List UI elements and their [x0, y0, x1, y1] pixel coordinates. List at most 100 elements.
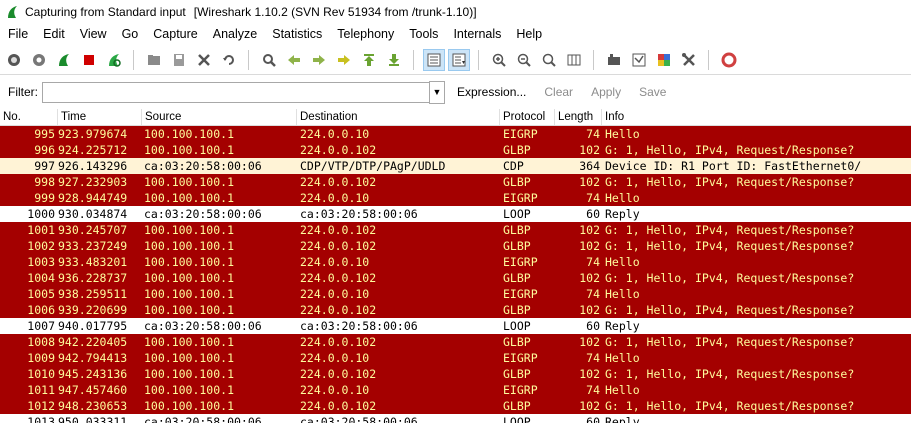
menu-statistics-label: Statistics	[272, 27, 323, 41]
packet-destination-cell: 224.0.0.102	[300, 175, 377, 189]
packet-length-cell: 74	[586, 351, 600, 365]
packet-row[interactable]: 997 926.143296 ca:03:20:58:00:06 CDP/VTP/DT…	[0, 158, 911, 174]
start-capture-icon[interactable]	[53, 49, 75, 71]
packet-row[interactable]: 1001 930.245707 100.100.100.1 224.0.0.102 GL…	[0, 222, 911, 238]
packet-protocol-cell: LOOP	[503, 415, 531, 423]
menu-help[interactable]: Help	[508, 23, 549, 45]
preferences-icon[interactable]	[678, 49, 700, 71]
colorize-list-icon[interactable]	[423, 49, 445, 71]
packet-length-cell: 102	[579, 143, 600, 157]
packet-info-cell: G: 1, Hello, IPv4, Request/Response?	[605, 271, 855, 285]
reload-icon[interactable]	[218, 49, 240, 71]
column-header-time[interactable]: Time	[58, 109, 142, 125]
display-filter-input[interactable]	[42, 81, 429, 103]
column-header-destination[interactable]: Destination	[297, 109, 500, 125]
filter-history-dropdown[interactable]: ▼	[429, 80, 445, 104]
menu-tools[interactable]: Tools	[401, 23, 445, 45]
packet-row[interactable]: 998 927.232903 100.100.100.1 224.0.0.102 GLB…	[0, 174, 911, 190]
open-file-icon[interactable]	[143, 49, 165, 71]
go-forward-icon[interactable]	[308, 49, 330, 71]
packet-info-cell: Hello	[605, 127, 640, 141]
column-header-protocol[interactable]: Protocol	[500, 109, 555, 125]
packet-row[interactable]: 996 924.225712 100.100.100.1 224.0.0.102 GLB…	[0, 142, 911, 158]
normal-size-icon[interactable]	[538, 49, 560, 71]
packet-no-cell: 996	[34, 143, 55, 157]
packet-info-cell: G: 1, Hello, IPv4, Request/Response?	[605, 335, 855, 349]
packet-source-cell: 100.100.100.1	[144, 399, 235, 413]
menu-view[interactable]: View	[72, 23, 114, 45]
packet-row[interactable]: 1010 945.243136 100.100.100.1 224.0.0.102 GL…	[0, 366, 911, 382]
expression-button[interactable]: Expression...	[457, 85, 527, 99]
packet-no-cell: 1013	[27, 415, 55, 423]
packet-info-cell: Reply	[605, 319, 640, 333]
capture-filters-icon[interactable]	[603, 49, 625, 71]
packet-info-cell: Device ID: R1 Port ID: FastEthernet0/	[605, 159, 862, 173]
packet-list[interactable]: No. Time Source Destination Protocol Len…	[0, 109, 911, 423]
packet-source-cell: ca:03:20:58:00:06	[144, 415, 262, 423]
coloring-rules-icon[interactable]	[653, 49, 675, 71]
menu-go[interactable]: Go	[114, 23, 146, 45]
column-header-source[interactable]: Source	[142, 109, 297, 125]
packet-time-cell: 948.230653	[58, 399, 128, 413]
column-header-no[interactable]: No.	[0, 109, 58, 125]
help-icon[interactable]	[718, 49, 740, 71]
capture-options-icon[interactable]	[28, 49, 50, 71]
menu-capture[interactable]: Capture	[145, 23, 204, 45]
packet-protocol-cell: EIGRP	[503, 351, 538, 365]
packet-info-cell: Reply	[605, 415, 640, 423]
apply-filter-button[interactable]: Apply	[591, 85, 622, 99]
menu-file[interactable]: File	[0, 23, 35, 45]
packet-row[interactable]: 1009 942.794413 100.100.100.1 224.0.0.10 EIG…	[0, 350, 911, 366]
packet-row[interactable]: 1005 938.259511 100.100.100.1 224.0.0.10 EIG…	[0, 286, 911, 302]
menu-internals[interactable]: Internals	[445, 23, 508, 45]
packet-row[interactable]: 1004 936.228737 100.100.100.1 224.0.0.102 GL…	[0, 270, 911, 286]
packet-no-cell: 1006	[27, 303, 55, 317]
packet-no-cell: 998	[34, 175, 55, 189]
packet-row[interactable]: 1000 930.034874 ca:03:20:58:00:06 ca:03:20:…	[0, 206, 911, 222]
menu-analyze[interactable]: Analyze	[205, 23, 264, 45]
find-packet-icon[interactable]	[258, 49, 280, 71]
save-filter-button[interactable]: Save	[639, 85, 667, 99]
menu-statistics[interactable]: Statistics	[264, 23, 329, 45]
packet-info-cell: G: 1, Hello, IPv4, Request/Response?	[605, 143, 855, 157]
resize-columns-icon[interactable]	[563, 49, 585, 71]
auto-scroll-icon[interactable]	[448, 49, 470, 71]
stop-capture-icon[interactable]	[78, 49, 100, 71]
packet-row[interactable]: 1006 939.220699 100.100.100.1 224.0.0.102 GL…	[0, 302, 911, 318]
packet-row[interactable]: 1002 933.237249 100.100.100.1 224.0.0.102 GL…	[0, 238, 911, 254]
save-file-icon[interactable]	[168, 49, 190, 71]
go-first-packet-icon[interactable]	[358, 49, 380, 71]
go-back-icon[interactable]	[283, 49, 305, 71]
packet-source-cell: 100.100.100.1	[144, 127, 235, 141]
toolbar-separator	[593, 50, 594, 70]
display-filters-icon[interactable]	[628, 49, 650, 71]
packet-row[interactable]: 1013 950.033311 ca:03:20:58:00:06 ca:03:20:…	[0, 414, 911, 423]
packet-source-cell: ca:03:20:58:00:06	[144, 207, 262, 221]
restart-capture-icon[interactable]	[103, 49, 125, 71]
go-to-packet-icon[interactable]	[333, 49, 355, 71]
packet-row[interactable]: 1008 942.220405 100.100.100.1 224.0.0.102 GL…	[0, 334, 911, 350]
column-header-info[interactable]: Info	[605, 111, 625, 123]
go-last-packet-icon[interactable]	[383, 49, 405, 71]
packet-no-cell: 995	[34, 127, 55, 141]
packet-row[interactable]: 1007 940.017795 ca:03:20:58:00:06 ca:03:20:…	[0, 318, 911, 334]
zoom-in-icon[interactable]	[488, 49, 510, 71]
packet-row[interactable]: 995 923.979674 100.100.100.1 224.0.0.10 EIGR…	[0, 126, 911, 142]
packet-rows: 995 923.979674 100.100.100.1 224.0.0.10 EIGR…	[0, 126, 911, 423]
zoom-out-icon[interactable]	[513, 49, 535, 71]
menu-go-label: Go	[121, 27, 139, 41]
packet-source-cell: 100.100.100.1	[144, 335, 235, 349]
menu-bar: File Edit View Go Capture Analyze Statis…	[0, 23, 911, 45]
packet-row[interactable]: 1003 933.483201 100.100.100.1 224.0.0.10 EIG…	[0, 254, 911, 270]
menu-telephony[interactable]: Telephony	[329, 23, 401, 45]
menu-view-label: View	[79, 27, 107, 41]
packet-row[interactable]: 1011 947.457460 100.100.100.1 224.0.0.10 EIG…	[0, 382, 911, 398]
packet-no-cell: 1012	[27, 399, 55, 413]
packet-row[interactable]: 1012 948.230653 100.100.100.1 224.0.0.102 GL…	[0, 398, 911, 414]
column-header-length[interactable]: Length	[555, 109, 602, 125]
interfaces-icon[interactable]	[3, 49, 25, 71]
clear-filter-button[interactable]: Clear	[544, 85, 574, 99]
close-file-icon[interactable]	[193, 49, 215, 71]
menu-edit[interactable]: Edit	[35, 23, 72, 45]
packet-row[interactable]: 999 928.944749 100.100.100.1 224.0.0.10 EIGR…	[0, 190, 911, 206]
